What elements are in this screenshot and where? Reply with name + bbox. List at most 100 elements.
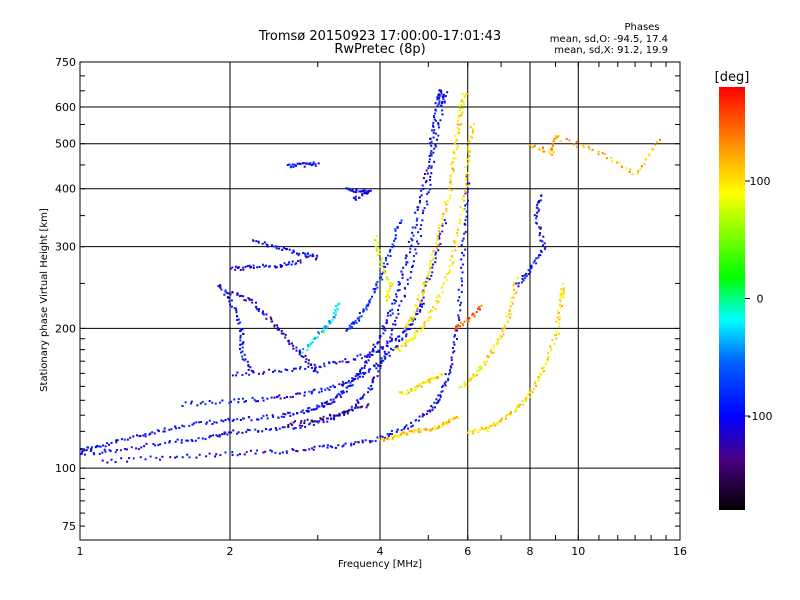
echo-point <box>467 319 469 322</box>
echo-point <box>459 309 462 312</box>
echo-point <box>501 417 503 420</box>
echo-point <box>296 252 298 255</box>
echo-point <box>258 372 260 375</box>
echo-point <box>394 237 397 240</box>
echo-point <box>546 358 549 361</box>
echo-point <box>383 269 386 271</box>
echo-point <box>416 298 419 301</box>
echo-point <box>345 390 348 393</box>
echo-point <box>250 419 253 422</box>
echo-point <box>114 451 117 454</box>
echo-point <box>305 256 308 259</box>
echo-point <box>331 318 334 321</box>
echo-point <box>412 317 415 320</box>
echo-point <box>283 262 286 265</box>
echo-point <box>559 315 561 318</box>
echo-point <box>236 293 239 296</box>
echo-point <box>396 289 399 292</box>
echo-point <box>445 210 448 213</box>
echo-point <box>359 398 362 400</box>
echo-point <box>455 232 458 235</box>
echo-point <box>121 438 123 441</box>
echo-point <box>313 363 316 366</box>
echo-point <box>448 271 450 274</box>
echo-point <box>310 342 313 344</box>
echo-point <box>433 160 436 163</box>
echo-point <box>261 312 264 315</box>
echo-point <box>103 448 106 451</box>
echo-point <box>517 282 520 285</box>
echo-point <box>283 415 286 418</box>
echo-point <box>455 245 458 248</box>
echo-point <box>531 391 534 394</box>
echo-point <box>501 328 504 331</box>
echo-point <box>403 326 406 329</box>
x-tick-label: 10 <box>571 545 585 558</box>
echo-point <box>304 360 307 363</box>
echo-point <box>465 176 468 179</box>
echo-point <box>307 359 310 362</box>
echo-point <box>310 392 313 395</box>
echo-point <box>265 414 268 417</box>
echo-point <box>428 142 431 145</box>
echo-point <box>405 263 408 266</box>
echo-point <box>154 444 156 447</box>
echo-point <box>241 358 244 361</box>
echo-point <box>403 432 406 435</box>
echo-point <box>237 431 240 434</box>
echo-point <box>223 293 226 296</box>
echo-point <box>463 381 466 384</box>
echo-point <box>549 148 552 151</box>
echo-point <box>541 367 544 370</box>
echo-point <box>431 409 434 412</box>
echo-point <box>423 321 426 324</box>
echo-point <box>430 140 433 143</box>
echo-point <box>293 163 296 166</box>
echo-point <box>308 448 311 451</box>
echo-point <box>415 313 418 316</box>
echo-point <box>654 143 657 146</box>
echo-point <box>395 316 398 319</box>
echo-point <box>396 428 399 431</box>
echo-point <box>367 387 370 390</box>
echo-point <box>534 381 537 384</box>
echo-point <box>464 204 467 207</box>
echo-point <box>478 366 480 369</box>
echo-point <box>345 386 348 389</box>
echo-point <box>455 148 458 151</box>
y-tick-label: 600 <box>55 101 76 114</box>
echo-point <box>352 379 355 382</box>
echo-point <box>369 189 372 192</box>
echo-point <box>397 281 400 283</box>
echo-point <box>309 342 312 345</box>
echo-point <box>364 189 367 192</box>
echo-point <box>610 160 613 163</box>
echo-point <box>255 240 258 243</box>
echo-point <box>368 190 371 193</box>
echo-point <box>83 453 86 456</box>
echo-point <box>441 109 443 112</box>
echo-point <box>348 379 350 382</box>
echo-point <box>223 431 226 434</box>
echo-point <box>410 421 413 424</box>
echo-point <box>333 418 335 421</box>
echo-point <box>568 139 571 142</box>
echo-point <box>403 294 406 297</box>
echo-point <box>436 244 439 247</box>
echo-point <box>513 292 516 295</box>
echo-point <box>505 415 507 418</box>
echo-point <box>244 299 247 302</box>
echo-point <box>284 368 287 371</box>
chart-title: Tromsø 20150923 17:00:00-17:01:43 <box>258 29 501 44</box>
echo-point <box>347 361 350 364</box>
echo-point <box>279 397 282 400</box>
echo-point <box>291 395 294 398</box>
echo-point <box>407 427 410 430</box>
echo-point <box>356 399 359 402</box>
echo-point <box>415 252 418 255</box>
echo-point <box>287 411 289 414</box>
echo-point <box>298 353 301 356</box>
echo-point <box>278 427 281 430</box>
echo-point <box>392 349 395 351</box>
echo-point <box>503 325 506 328</box>
